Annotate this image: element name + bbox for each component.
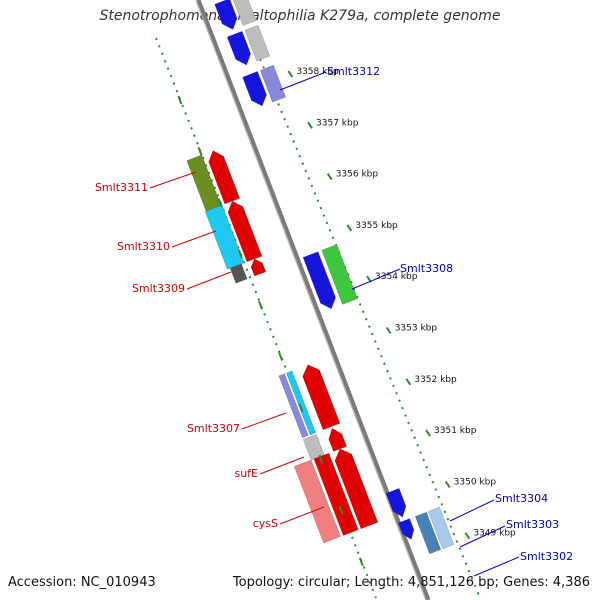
kbp-tick (346, 224, 353, 232)
kbp-tick (307, 121, 313, 129)
kbp-tick (326, 173, 333, 181)
kbp-label: 3356 kbp (336, 170, 379, 180)
gene-block-cyan-smlt3307[interactable] (286, 370, 316, 436)
kbp-label: 3353 kbp (395, 324, 438, 334)
topology-text: Topology: circular; Length: 4,851,126 bp… (232, 575, 590, 590)
kbp-label: 3350 kbp (454, 477, 497, 487)
gene-block-blue-smlt3308[interactable] (302, 251, 336, 310)
gene-block-grey-1[interactable] (232, 0, 257, 26)
kbp-label: 3354 kbp (375, 272, 418, 282)
gene-label-smlt3311[interactable]: Smlt3311 (95, 181, 148, 194)
gene-label-smlt3303[interactable]: Smlt3303 (506, 518, 559, 531)
kbp-tick (405, 378, 412, 386)
gene-block-red-smlt3311[interactable] (208, 150, 241, 205)
kbp-tick (385, 326, 392, 335)
reverse-track-tick (217, 198, 223, 207)
gene-block-green-smlt3308[interactable] (321, 244, 358, 305)
kbp-label: 3355 kbp (355, 221, 398, 231)
gene-block-red-smlt3309[interactable] (250, 258, 267, 277)
gene-block-red-sufe[interactable] (328, 427, 347, 452)
gene-block-blue-2[interactable] (226, 30, 252, 66)
gene-label-smlt3312[interactable]: Smlt3312 (327, 65, 380, 78)
kbp-tick (444, 480, 451, 488)
kbp-label: 3351 kbp (434, 426, 477, 436)
kbp-label: 3358 kbp (296, 67, 339, 77)
gene-block-red-cyss-2[interactable] (313, 452, 359, 536)
gene-label-cyss[interactable]: cysS (253, 517, 278, 530)
gene-label-smlt3308[interactable]: Smlt3308 (400, 262, 453, 275)
kbp-label: 3352 kbp (414, 375, 457, 385)
gene-block-cyan-smlt3310[interactable] (204, 204, 245, 270)
kbp-tick (425, 429, 431, 437)
genome-backbone-highlight (195, 0, 427, 600)
gene-block-lavender[interactable] (259, 64, 286, 103)
reverse-track-tick (358, 557, 364, 567)
reverse-track-tick (197, 146, 203, 156)
gene-block-pale-smlt3302[interactable] (427, 506, 455, 550)
kbp-label: 3349 kbp (473, 529, 516, 539)
gene-block-lavender-smlt3307[interactable] (278, 373, 309, 438)
gene-label-smlt3307[interactable]: Smlt3307 (187, 422, 240, 435)
gene-label-smlt3310[interactable]: Smlt3310 (117, 240, 170, 253)
reverse-track-tick (258, 300, 263, 310)
reverse-track-tick (237, 249, 243, 259)
gene-features (186, 0, 455, 555)
gene-block-red-smlt3307[interactable] (302, 364, 341, 431)
gene-label-smlt3304[interactable]: Smlt3304 (495, 492, 548, 505)
gene-label-smlt3302[interactable]: Smlt3302 (520, 550, 573, 563)
kbp-label: 3357 kbp (316, 118, 359, 128)
map-title: Stenotrophomonas maltophilia K279a, comp… (99, 8, 501, 24)
gene-label-layer: Smlt3312 Smlt3308 Smlt3304 Smlt3303 Smlt… (95, 65, 573, 563)
gene-block-blue-smlt3304[interactable] (385, 488, 407, 518)
gene-label-sufe[interactable]: sufE (234, 467, 258, 480)
reverse-track-tick (298, 403, 304, 413)
gene-block-red-smlt3310[interactable] (227, 200, 263, 263)
reverse-track-tick (278, 352, 284, 361)
gene-label-smlt3309[interactable]: Smlt3309 (132, 282, 185, 295)
reverse-track-tick (318, 454, 324, 464)
gene-block-red-cyss[interactable] (334, 448, 379, 530)
accession-text: Accession: NC_010943 (8, 575, 156, 590)
reverse-track-tick (338, 506, 344, 515)
gene-block-blue-smlt3303[interactable] (398, 518, 415, 540)
gene-block-blue-1[interactable] (214, 0, 238, 30)
kbp-tick (464, 532, 471, 540)
scale-ticks: 3358 kbp 3357 kbp 3356 kbp 3355 kbp 3354 kbp… (177, 67, 516, 567)
gene-block-darkgrey-smlt3309[interactable] (229, 263, 248, 284)
gene-block-steel-smlt3302[interactable] (414, 511, 442, 555)
reverse-track-tick (177, 95, 183, 105)
gene-block-salmon-cyss[interactable] (293, 459, 341, 544)
label-leader-lines (149, 71, 520, 577)
gene-block-grey-2[interactable] (244, 24, 271, 62)
kbp-tick (287, 70, 294, 78)
gene-block-blue-3[interactable] (242, 71, 267, 107)
